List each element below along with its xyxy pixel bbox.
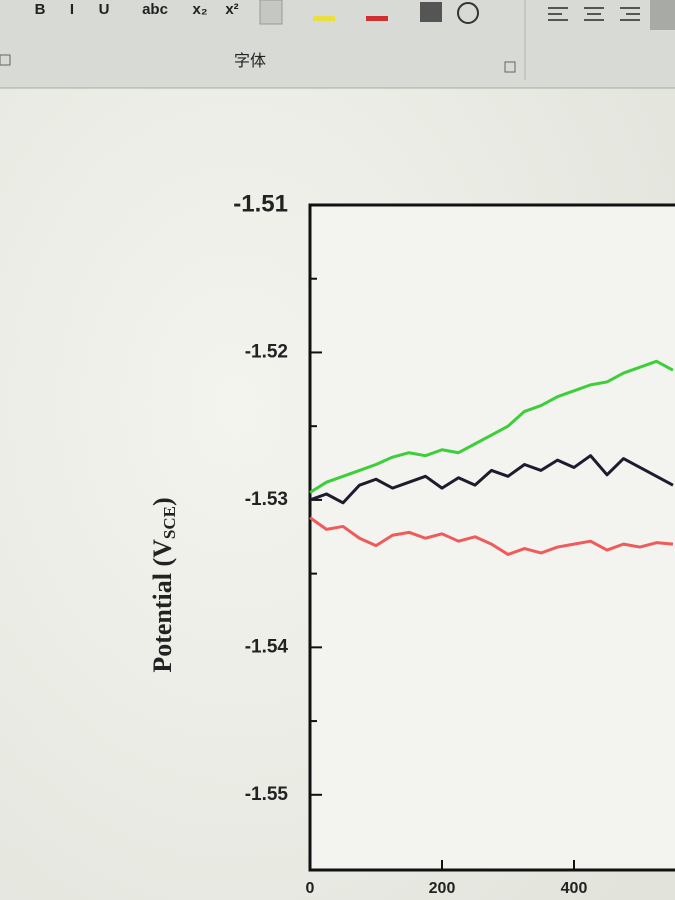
format-button[interactable]: x² bbox=[225, 1, 238, 18]
axis-frame bbox=[308, 203, 675, 872]
format-button[interactable]: abc bbox=[142, 1, 168, 18]
y-tick-label: -1.55 bbox=[245, 784, 289, 805]
group-label: 字体 bbox=[234, 52, 266, 70]
dialog-launcher[interactable] bbox=[0, 54, 11, 66]
highlight-button[interactable] bbox=[313, 16, 335, 21]
font-effect-button[interactable] bbox=[259, 0, 283, 25]
char-shading-button[interactable] bbox=[420, 2, 442, 22]
y-axis-label: Potential (VSCE) bbox=[148, 497, 179, 672]
dialog-launcher[interactable] bbox=[504, 61, 516, 73]
y-axis-label-part: SCE bbox=[160, 506, 179, 539]
x-tick-label: 400 bbox=[561, 880, 588, 897]
font-color-button[interactable] bbox=[366, 16, 388, 21]
x-tick-label: 200 bbox=[429, 880, 456, 897]
ribbon-background bbox=[0, 0, 675, 88]
line-series bbox=[309, 454, 674, 505]
format-button[interactable]: B bbox=[35, 1, 46, 18]
format-button[interactable]: x₂ bbox=[192, 1, 207, 18]
enclose-char-button[interactable] bbox=[457, 2, 479, 24]
y-tick-label: -1.51 bbox=[233, 190, 288, 217]
justify-button[interactable] bbox=[650, 0, 675, 30]
y-tick-label: -1.52 bbox=[245, 341, 288, 362]
chart: -1.51 -1.52 -1.53 -1.54 -1.55 0 200 400 Potentia… bbox=[148, 190, 675, 897]
y-axis-label-part: ) bbox=[148, 497, 177, 506]
line-series bbox=[309, 359, 674, 494]
format-button[interactable]: U bbox=[99, 1, 110, 18]
y-tick-label: -1.54 bbox=[245, 636, 289, 657]
plot-area bbox=[310, 205, 675, 870]
format-button[interactable]: I bbox=[70, 1, 74, 18]
x-tick-label: 0 bbox=[306, 880, 315, 897]
y-axis-label-part: Potential (V bbox=[148, 539, 177, 673]
line-series bbox=[309, 516, 674, 556]
align-buttons[interactable] bbox=[548, 7, 640, 21]
y-tick-label: -1.53 bbox=[245, 489, 288, 510]
